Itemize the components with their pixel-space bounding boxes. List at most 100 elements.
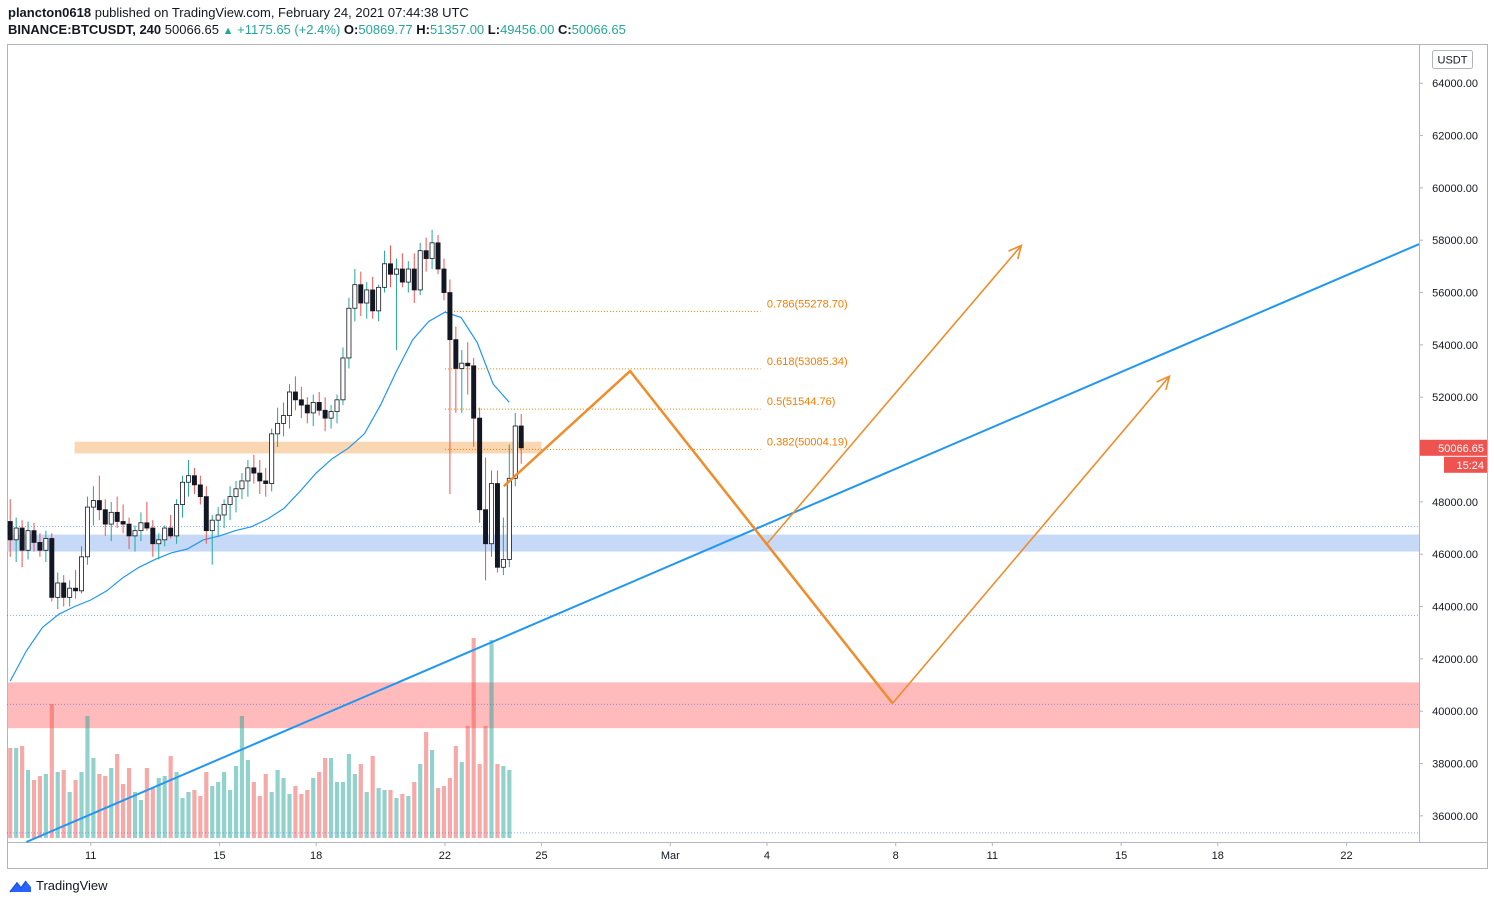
- volume-bar: [334, 782, 340, 838]
- candle-body: [150, 527, 156, 545]
- up-triangle-icon: ▲: [222, 25, 234, 37]
- high-label: H:: [416, 22, 430, 37]
- candle-body: [174, 504, 180, 537]
- last-price: 50066.65: [164, 22, 220, 37]
- candle-body: [447, 292, 453, 341]
- x-tick-label: 25: [535, 850, 547, 862]
- candle-body: [67, 587, 73, 598]
- candle-body: [471, 365, 477, 419]
- candle-body: [489, 483, 494, 545]
- volume-bar: [132, 792, 138, 838]
- last-price-value: 50066.65: [1438, 443, 1484, 455]
- candle-body: [162, 527, 168, 541]
- candle-body: [399, 268, 405, 283]
- volume-bar: [483, 726, 488, 838]
- volume-bar: [245, 760, 250, 838]
- y-tick-label: 54000.00: [1432, 340, 1478, 352]
- volume-bar: [317, 772, 322, 838]
- published-text: published on TradingView.com, February 2…: [94, 5, 469, 20]
- currency-label: USDT: [1438, 55, 1468, 67]
- volume-bar: [352, 774, 357, 838]
- y-tick-label: 36000.00: [1432, 811, 1478, 823]
- volume-bar: [37, 776, 43, 838]
- candle-body: [453, 339, 459, 369]
- candle-body: [257, 472, 263, 482]
- volume-bar: [471, 638, 476, 838]
- candle-body: [411, 268, 417, 291]
- volume-bar: [61, 770, 66, 838]
- volume-bar: [311, 778, 316, 838]
- volume-bar: [55, 772, 60, 838]
- candle-body: [512, 425, 518, 479]
- volume-bar: [501, 766, 506, 838]
- candle-body: [358, 284, 364, 304]
- volume-bar: [299, 794, 304, 838]
- volume-bar: [174, 772, 179, 838]
- candle-body: [90, 500, 96, 508]
- volume-bar: [168, 756, 173, 838]
- candle-body: [435, 242, 441, 270]
- candle-body: [251, 467, 257, 474]
- author[interactable]: plancton0618: [8, 5, 92, 20]
- candle-body: [263, 480, 269, 484]
- x-tick-label: 4: [764, 850, 770, 862]
- tradingview-cloud-icon: [9, 880, 31, 892]
- x-tick-label: 11: [987, 850, 998, 862]
- high-value: 51357.00: [429, 22, 485, 37]
- candle-body: [19, 527, 25, 551]
- volume-bar: [227, 790, 233, 838]
- candle-body: [388, 263, 393, 275]
- candle-body: [459, 362, 465, 369]
- candle-body: [227, 496, 233, 505]
- candle-body: [79, 556, 85, 592]
- volume-bar: [340, 782, 346, 838]
- volume-bar: [204, 772, 209, 838]
- candle-body: [156, 539, 162, 545]
- volume-bar: [186, 792, 191, 838]
- currency-label-box[interactable]: [1432, 50, 1473, 69]
- volume-bar: [251, 782, 256, 838]
- volume-bar: [328, 758, 334, 838]
- volume-bar: [441, 786, 447, 838]
- candle-body: [465, 362, 471, 367]
- volume-bar: [180, 798, 185, 838]
- y-tick-label: 42000.00: [1432, 654, 1478, 666]
- candle-body: [334, 399, 340, 413]
- candle-body: [287, 391, 292, 416]
- x-tick-label: 11: [85, 850, 96, 862]
- volume-bar: [198, 796, 203, 838]
- volume-bar: [400, 794, 405, 838]
- volume-bar: [424, 732, 429, 838]
- x-tick-label: 8: [893, 850, 899, 862]
- volume-bar: [447, 778, 452, 838]
- y-tick-label: 40000.00: [1432, 706, 1478, 718]
- volume-bar: [293, 786, 298, 838]
- volume-bar: [126, 768, 132, 838]
- volume-bar: [495, 764, 500, 838]
- symbol: BINANCE:BTCUSDT: [8, 22, 133, 37]
- support-zone: [7, 534, 1419, 552]
- candle-body: [126, 523, 132, 537]
- fib-level-label: 0.786(55278.70): [767, 298, 848, 310]
- candle-body: [144, 522, 150, 529]
- candle-body: [25, 530, 31, 551]
- volume-bar: [435, 788, 441, 838]
- interval: 240: [139, 22, 162, 37]
- volume-bar: [459, 762, 464, 838]
- candle-body: [55, 582, 61, 598]
- volume-bar: [156, 778, 161, 838]
- fib-level-label: 0.618(53085.34): [767, 356, 848, 368]
- y-tick-label: 62000.00: [1432, 131, 1478, 143]
- volume-bar: [376, 788, 381, 838]
- candle-body: [364, 289, 370, 304]
- volume-bar: [465, 726, 470, 838]
- tradingview-logo[interactable]: TradingView: [8, 878, 108, 893]
- candle-body: [138, 522, 144, 532]
- candle-body: [185, 475, 191, 483]
- bar-countdown-value: 15:24: [1456, 460, 1484, 472]
- candle-body: [102, 509, 108, 525]
- volume-bar: [20, 746, 25, 838]
- volume-bar: [382, 790, 387, 838]
- candle-body: [269, 433, 275, 484]
